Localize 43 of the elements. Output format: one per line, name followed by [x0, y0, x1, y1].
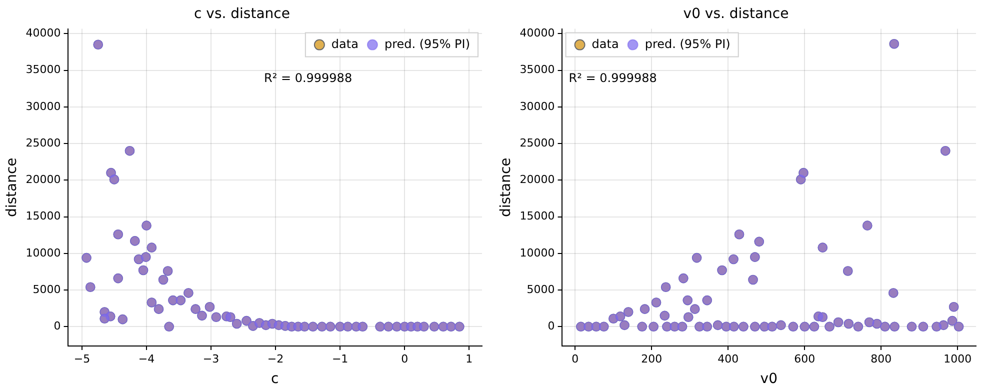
y-tick-label: 0 — [54, 320, 61, 333]
y-axis-title: distance — [498, 158, 514, 218]
y-tick-label: 10000 — [26, 246, 61, 260]
x-axis-title: c — [271, 371, 279, 388]
x-tick-label: −5 — [74, 352, 90, 366]
y-tick-label: 30000 — [26, 100, 61, 113]
y-tick-label: 40000 — [26, 26, 61, 40]
annotation: R² = 0.999988 — [568, 70, 657, 85]
y-tick-label: 5000 — [526, 282, 555, 296]
x-tick-label: 0 — [401, 352, 408, 366]
legend-label: data — [592, 36, 619, 51]
y-tick-label: 25000 — [520, 136, 555, 150]
x-tick-label: 800 — [870, 352, 892, 366]
x-tick-label: −3 — [202, 352, 220, 366]
y-tick-label: 40000 — [520, 26, 555, 40]
legend-label: pred. (95% PI) — [644, 36, 730, 51]
y-tick-label: 15000 — [520, 210, 555, 223]
y-tick-label: 35000 — [26, 63, 61, 76]
x-tick-label: −2 — [267, 352, 284, 366]
x-tick-label: −1 — [332, 352, 348, 366]
y-tick-label: 5000 — [32, 282, 61, 296]
y-tick-label: 20000 — [520, 173, 555, 186]
chart-title: c vs. distance — [194, 6, 290, 22]
x-tick-label: 1000 — [944, 352, 972, 366]
x-axis-title: v0 — [760, 371, 778, 388]
y-tick-label: 20000 — [26, 173, 61, 186]
y-tick-label: 15000 — [26, 210, 61, 223]
y-tick-label: 10000 — [520, 246, 555, 260]
annotation: R² = 0.999988 — [264, 70, 352, 85]
y-tick-label: 0 — [548, 320, 555, 333]
y-tick-label: 25000 — [26, 136, 61, 150]
y-tick-label: 35000 — [520, 63, 555, 76]
y-axis-title: distance — [4, 158, 20, 218]
x-tick-label: 200 — [641, 352, 662, 366]
x-tick-label: 400 — [718, 352, 739, 366]
legend-label: pred. (95% PI) — [384, 36, 470, 51]
legend-label: data — [331, 36, 358, 51]
x-tick-label: −4 — [138, 352, 155, 366]
x-tick-label: 600 — [794, 352, 816, 366]
chart-title: v0 vs. distance — [683, 6, 789, 22]
x-tick-label: 1 — [466, 352, 473, 366]
y-tick-label: 30000 — [520, 100, 555, 113]
x-tick-label: 0 — [572, 352, 579, 366]
